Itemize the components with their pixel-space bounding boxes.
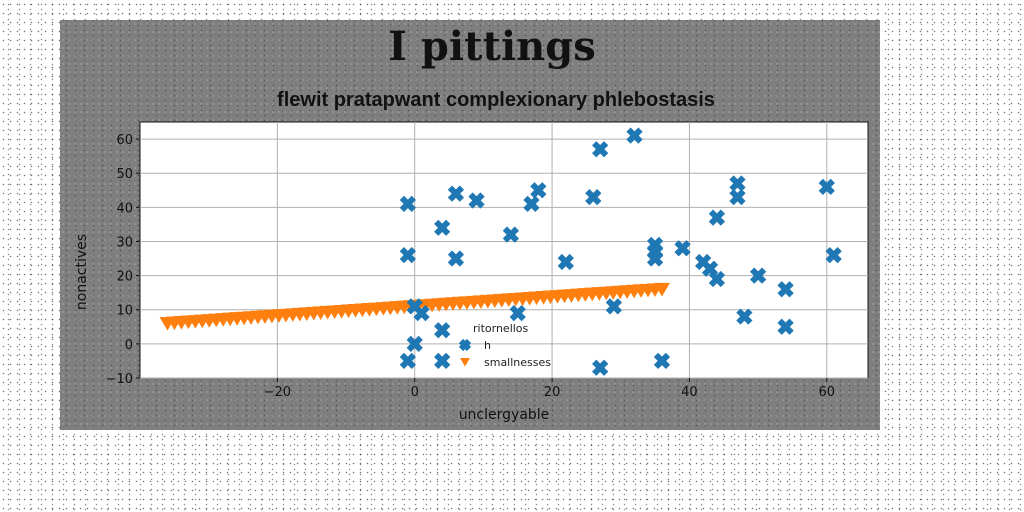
series-h	[399, 127, 842, 376]
grid-lines	[140, 122, 868, 379]
data-point-h	[653, 352, 671, 370]
data-point-smallnesses	[653, 282, 670, 297]
data-point-h	[592, 141, 609, 158]
chart-figure: I pittings flewit pratapwant complexiona…	[60, 20, 880, 430]
data-point-h	[399, 195, 416, 213]
data-point-h	[708, 209, 726, 226]
data-point-h	[502, 226, 519, 243]
y-axis-label: nonactives	[74, 234, 90, 310]
legend-label-smallnesses: smallnesses	[484, 356, 551, 369]
y-tick-label: 10	[116, 304, 133, 319]
y-tick-label: 50	[116, 167, 133, 182]
y-tick-label: −10	[106, 372, 133, 387]
data-point-h	[736, 308, 753, 325]
chart-svg: I pittings flewit pratapwant complexiona…	[74, 23, 869, 423]
data-point-h	[413, 305, 430, 322]
data-point-h	[626, 127, 643, 144]
data-point-h	[674, 240, 691, 257]
legend-marker-h-glyph	[458, 338, 472, 352]
data-point-h	[399, 246, 416, 264]
legend: ritornellos h smallnesses	[458, 322, 551, 369]
chart-title: I pittings	[388, 23, 596, 70]
data-point-h	[646, 250, 664, 267]
data-point-h	[434, 352, 451, 370]
data-point-h	[434, 219, 451, 236]
data-point-h	[530, 182, 547, 199]
legend-marker-smallnesses	[460, 358, 470, 367]
y-tick-label: 40	[116, 201, 133, 216]
x-tick-label: 0	[411, 385, 419, 400]
data-point-h	[749, 267, 767, 284]
y-tick-label: 30	[116, 235, 133, 250]
data-point-h	[399, 352, 416, 370]
x-tick-label: 40	[681, 385, 698, 400]
data-point-h	[406, 335, 423, 352]
data-point-h	[509, 305, 526, 322]
series-smallnesses	[159, 282, 670, 331]
data-point-h	[605, 298, 623, 315]
data-point-h	[592, 359, 609, 376]
x-tick-label: 60	[819, 385, 836, 400]
data-point-h	[777, 318, 794, 335]
data-point-h	[777, 281, 794, 298]
x-tick-label: 20	[544, 385, 561, 400]
legend-marker-smallnesses-glyph	[460, 358, 470, 367]
y-tick-label: 0	[125, 338, 133, 353]
x-tick-label: −20	[264, 385, 291, 400]
axis-ticks: −20 0 20 40 60 −10 0 10 20 30 40 50 60	[106, 133, 836, 400]
plot-area	[139, 121, 869, 379]
data-point-h	[585, 188, 602, 206]
data-point-h	[447, 250, 465, 267]
data-point-h	[825, 246, 842, 264]
legend-label-h: h	[484, 339, 491, 352]
y-tick-label: 60	[116, 133, 133, 148]
legend-marker-h	[458, 338, 472, 352]
y-tick-label: 20	[116, 270, 133, 285]
data-point-h	[523, 195, 540, 213]
chart-subtitle: flewit pratapwant complexionary phlebost…	[277, 89, 715, 111]
legend-title: ritornellos	[473, 322, 529, 335]
data-point-h	[557, 253, 574, 271]
data-point-h	[818, 178, 835, 195]
data-point-h	[729, 175, 746, 192]
x-axis-label: unclergyable	[459, 407, 550, 423]
data-point-h	[447, 185, 465, 202]
data-point-h	[708, 270, 726, 288]
data-point-h	[434, 322, 451, 339]
data-point-h	[468, 192, 485, 209]
data-point-h	[729, 188, 746, 206]
